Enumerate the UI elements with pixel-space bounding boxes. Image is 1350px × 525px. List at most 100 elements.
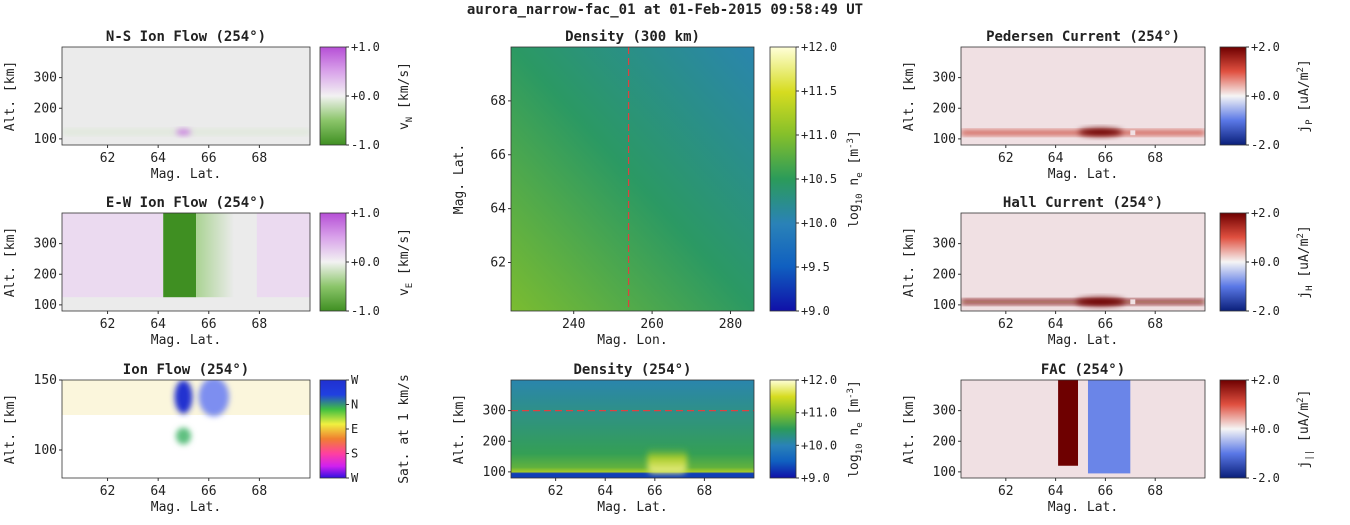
colorbar-tick-label: +2.0 [1251,40,1280,54]
colorbar-tick-label: -2.0 [1251,471,1280,485]
y-tick-label: 100 [933,465,956,480]
heatmap-blob [198,380,230,417]
plot-frame [960,379,1206,479]
colorbar-tick-label: +2.0 [1251,206,1280,220]
colorbar [319,46,347,146]
heatmap-enhancement [647,447,688,474]
x-axis-label: Mag. Lat. [1048,333,1118,348]
heatmap-region [62,213,164,298]
pedersen-current-panel: Pedersen Current (254°) 62 64 66 68 100 200 300… [902,29,1315,182]
y-tick-label: 66 [490,148,506,163]
x-tick-label: 66 [1098,484,1114,499]
y-tick-label: 68 [490,94,506,109]
panel-title: E-W Ion Flow (254°) [106,195,266,211]
heatmap-wash [961,47,1205,145]
colorbar-tick-label: +0.0 [1251,89,1280,103]
x-tick-label: 66 [201,484,217,499]
y-axis-label: Alt. [km] [3,61,18,131]
ew-ion-flow-heatmap [62,213,310,311]
x-axis-label: Mag. Lat. [597,500,667,515]
pedersen-current-heatmap [961,47,1205,145]
ns-ion-flow-panel: N-S Ion Flow (254°) 62 64 66 68 100 200 300 Mag.… [3,29,415,182]
colorbar-tick-label: +10.0 [801,216,837,230]
y-tick-label: 300 [933,404,956,419]
x-tick-label: 62 [998,484,1014,499]
x-tick-label: 66 [1098,151,1114,166]
ns-ion-flow-heatmap [62,47,310,145]
colorbar-tick-label: +9.0 [801,304,830,318]
y-tick-label: 100 [34,298,57,313]
y-tick-label: 100 [34,132,57,147]
heatmap-blob [175,427,192,445]
fac-heatmap [961,380,1205,478]
colorbar-tick-label: E [351,422,358,436]
x-tick-label: 62 [548,484,564,499]
panel-title: Density (300 km) [565,29,700,45]
heatmap-blob [1075,297,1126,307]
colorbar-tick-label: +11.0 [801,128,837,142]
y-tick-label: 100 [933,132,956,147]
plot-frame [960,212,1206,312]
x-tick-label: 62 [998,317,1014,332]
x-tick-label: 62 [100,151,116,166]
colorbar [1219,212,1247,312]
colorbar-label: Sat. at 1 km/s [397,374,412,484]
heatmap-blob [1078,128,1123,137]
colorbar [769,379,797,479]
x-tick-label: 68 [1147,317,1163,332]
colorbar-tick-label: W [351,471,359,485]
y-tick-label: 300 [483,404,506,419]
colorbar-label: log10 ne [m-3] [846,380,865,478]
y-axis-label: Alt. [km] [902,227,917,297]
y-tick-label: 64 [490,202,506,217]
x-tick-label: 66 [1098,317,1114,332]
heatmap-region [1058,380,1079,466]
x-tick-label: 260 [640,317,663,332]
heatmap-blob [175,129,192,136]
heatmap-fade [196,213,235,298]
plot-frame [510,379,755,479]
x-axis-label: Mag. Lat. [151,167,221,182]
heatmap-region [163,213,197,298]
x-axis-label: Mag. Lat. [1048,500,1118,515]
x-tick-label: 68 [1147,151,1163,166]
y-tick-label: 100 [483,465,506,480]
y-axis-label: Alt. [km] [902,61,917,131]
x-tick-label: 62 [998,151,1014,166]
panel-title: Hall Current (254°) [1003,195,1163,211]
colorbar [319,379,347,479]
panel-title: Ion Flow (254°) [123,362,249,378]
x-tick-label: 64 [597,484,613,499]
plot-frame [960,46,1206,146]
x-tick-label: 64 [1048,151,1064,166]
x-tick-label: 68 [697,484,713,499]
x-tick-label: 280 [719,317,742,332]
x-axis-label: Mag. Lon. [597,333,667,348]
heatmap-gap [1130,130,1136,136]
colorbar-tick-label: +9.0 [801,471,830,485]
colorbar-tick-label: +1.0 [351,40,380,54]
fac-panel: FAC (254°) 62 64 66 68 100 200 300 Mag. Lat. Alt.… [902,362,1315,515]
x-tick-label: 68 [252,151,268,166]
y-tick-label: 300 [34,237,57,252]
colorbar [1219,379,1247,479]
panel-title: Density (254°) [573,362,691,378]
colorbar-tick-label: +0.0 [1251,255,1280,269]
y-tick-label: 200 [933,267,956,282]
y-tick-label: 300 [933,71,956,86]
y-axis-label: Alt. [km] [902,394,917,464]
colorbar-tick-label: +0.0 [351,255,380,269]
heatmap-wash [961,213,1205,311]
colorbar-tick-label: S [351,447,358,461]
y-axis-label: Alt. [km] [3,227,18,297]
heatmap-region [256,213,310,298]
colorbar [769,46,797,312]
x-axis-label: Mag. Lat. [151,333,221,348]
colorbar-tick-label: +1.0 [351,206,380,220]
colorbar-label: jP [uA/m2] [1296,59,1315,132]
x-tick-label: 62 [100,484,116,499]
colorbar-tick-label: +11.5 [801,84,837,98]
heatmap-blob [174,380,193,414]
y-tick-label: 200 [483,434,506,449]
colorbar-tick-label: -1.0 [351,304,380,318]
